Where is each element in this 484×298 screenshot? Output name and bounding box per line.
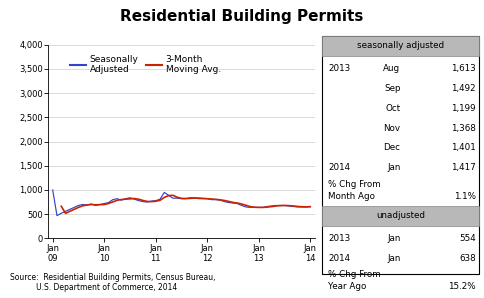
Text: 1.1%: 1.1%	[454, 192, 476, 201]
Legend: Seasonally
Adjusted, 3-Month
Moving Avg.: Seasonally Adjusted, 3-Month Moving Avg.	[66, 51, 225, 78]
Text: Nov: Nov	[383, 124, 401, 133]
Text: Sep: Sep	[384, 84, 401, 93]
Text: 638: 638	[459, 254, 476, 263]
Text: unadjusted: unadjusted	[376, 211, 425, 220]
Text: Jan: Jan	[387, 234, 401, 243]
Text: Jan: Jan	[387, 254, 401, 263]
Text: 2014: 2014	[328, 254, 350, 263]
Bar	[322, 36, 479, 56]
Text: Aug: Aug	[383, 64, 401, 73]
Text: 1,613: 1,613	[451, 64, 476, 73]
Text: Source:  Residential Building Permits, Census Bureau,
           U.S. Department: Source: Residential Building Permits, Ce…	[10, 273, 215, 292]
Text: seasonally adjusted: seasonally adjusted	[357, 41, 444, 50]
Text: Dec: Dec	[383, 143, 401, 153]
Text: Residential Building Permits: Residential Building Permits	[121, 9, 363, 24]
Text: 2013: 2013	[328, 234, 350, 243]
Text: 1,401: 1,401	[451, 143, 476, 153]
Text: 1,417: 1,417	[451, 163, 476, 172]
Text: % Chg From
Month Ago: % Chg From Month Ago	[328, 180, 381, 201]
Text: Jan: Jan	[387, 163, 401, 172]
Text: 1,492: 1,492	[452, 84, 476, 93]
Text: 554: 554	[459, 234, 476, 243]
Text: 1,199: 1,199	[452, 104, 476, 113]
Bar	[322, 206, 479, 226]
Text: 2014: 2014	[328, 163, 350, 172]
Text: 15.2%: 15.2%	[448, 282, 476, 291]
Text: % Chg From
Year Ago: % Chg From Year Ago	[328, 270, 381, 291]
Text: 1,368: 1,368	[451, 124, 476, 133]
Text: Oct: Oct	[385, 104, 401, 113]
Text: 2013: 2013	[328, 64, 350, 73]
